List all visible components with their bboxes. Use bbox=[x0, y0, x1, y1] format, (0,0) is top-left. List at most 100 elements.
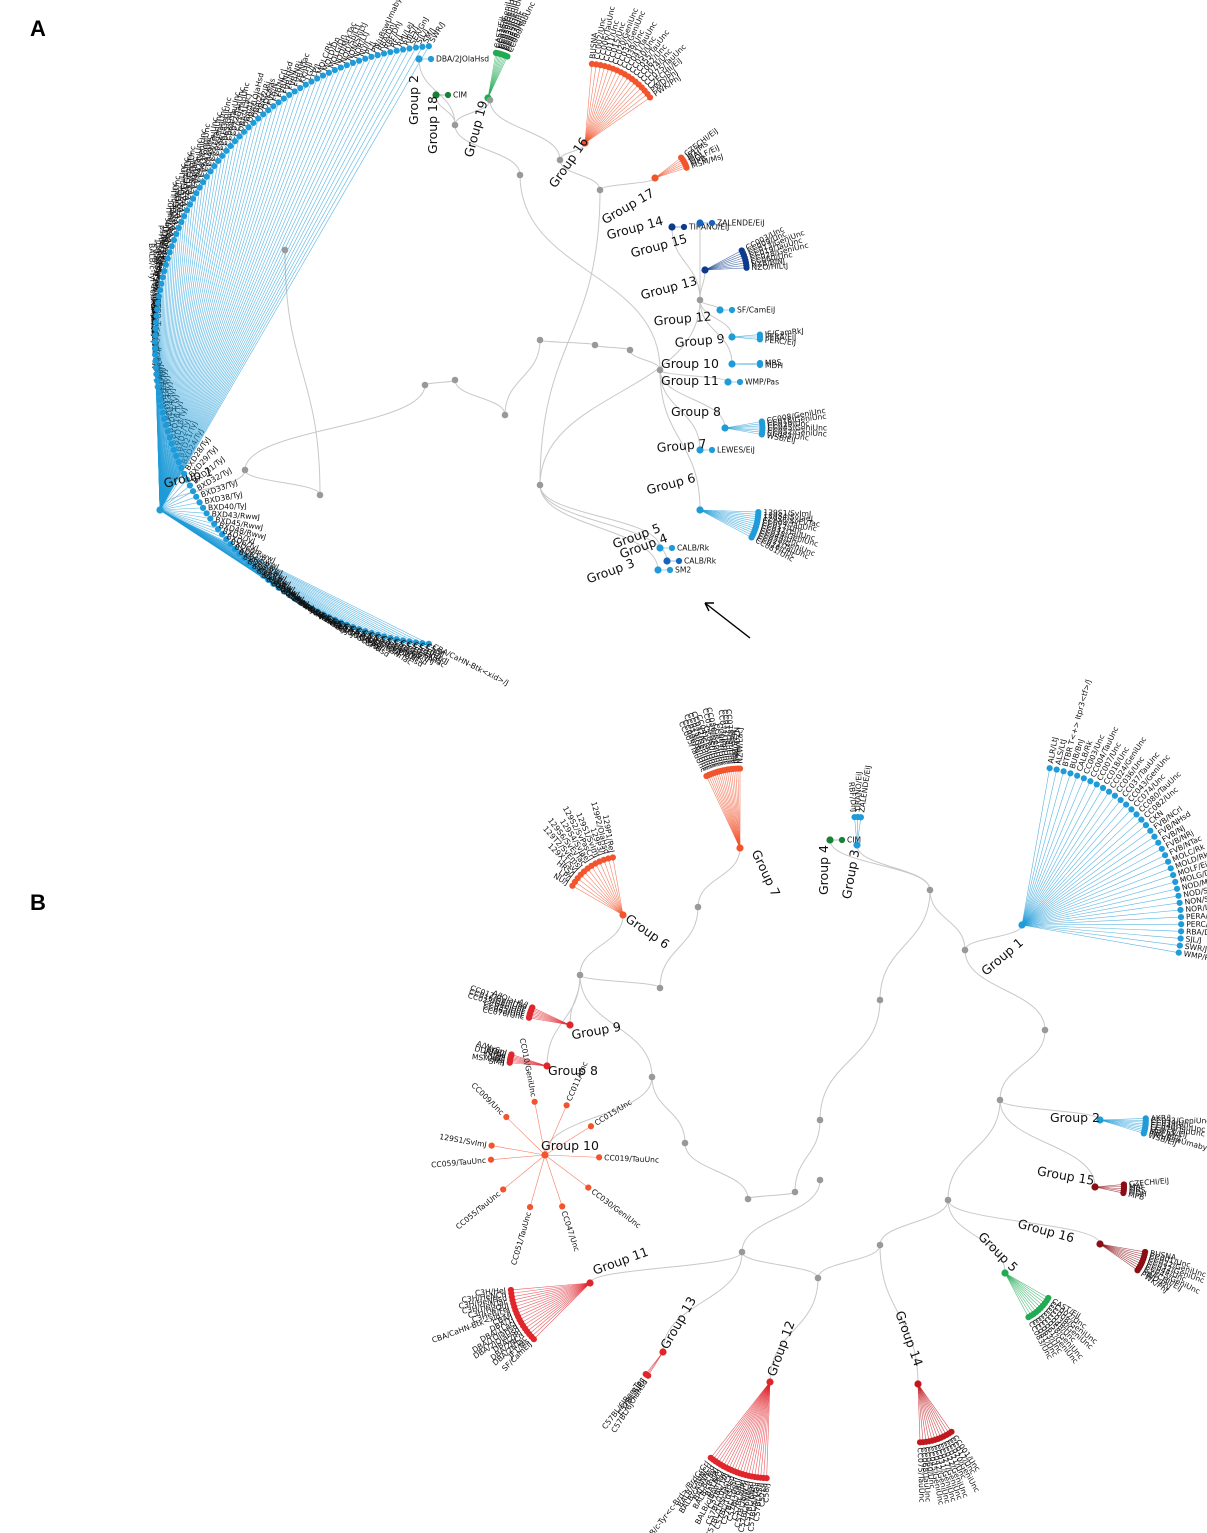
leaf-edge bbox=[599, 861, 624, 916]
leaf-node bbox=[380, 50, 388, 57]
tree-branch bbox=[699, 269, 706, 301]
leaf-node bbox=[240, 555, 248, 562]
leaf-edge bbox=[736, 1381, 771, 1473]
leaf-node bbox=[1099, 784, 1107, 792]
leaf-edge bbox=[1004, 1272, 1042, 1309]
leaf-edge bbox=[1021, 773, 1071, 926]
leaf-label: CC055/TauUnc bbox=[454, 1189, 502, 1231]
leaf-edge bbox=[699, 509, 758, 522]
leaf-edge bbox=[159, 58, 366, 511]
leaf-edge bbox=[584, 63, 593, 144]
tree-branch bbox=[579, 914, 624, 976]
group-node bbox=[736, 844, 744, 852]
leaf-node bbox=[756, 361, 764, 369]
leaf-edge bbox=[699, 509, 752, 538]
leaf-node bbox=[487, 1156, 495, 1163]
leaf-edge bbox=[517, 1282, 591, 1317]
leaf-edge bbox=[534, 1101, 546, 1156]
leaf-edge bbox=[1099, 1119, 1146, 1125]
tree-branch bbox=[829, 839, 931, 891]
tree-branch bbox=[544, 1076, 653, 1156]
leaf-edge bbox=[1099, 1119, 1145, 1132]
group-label: Group 4 bbox=[816, 845, 831, 895]
leaf-node bbox=[380, 633, 388, 640]
leaf-edge bbox=[717, 1381, 771, 1464]
leaf-edge bbox=[754, 1381, 771, 1478]
leaf-node bbox=[314, 75, 321, 82]
leaf-node bbox=[270, 580, 277, 587]
leaf-node bbox=[215, 525, 222, 533]
leaf-edge bbox=[159, 91, 295, 511]
leaf-edge bbox=[1021, 874, 1174, 926]
leaf-node bbox=[349, 59, 357, 66]
leaf-node bbox=[236, 133, 243, 140]
leaf-edge bbox=[1021, 795, 1116, 926]
leaf-edge bbox=[1021, 830, 1151, 926]
leaf-label: CC023/GeniUnc bbox=[177, 157, 190, 217]
leaf-edge bbox=[1004, 1272, 1032, 1316]
leaf-edge bbox=[917, 1383, 930, 1442]
leaf-label: CIM bbox=[453, 91, 467, 100]
leaf-label: A/J bbox=[517, 997, 530, 1009]
leaf-edge bbox=[159, 509, 211, 519]
leaf-edge bbox=[704, 262, 747, 271]
leaf-node bbox=[683, 164, 690, 171]
leaf-label: CC036/Unc bbox=[186, 157, 199, 200]
leaf-node bbox=[412, 44, 420, 51]
leaf-node bbox=[1074, 772, 1081, 779]
group-node bbox=[914, 1380, 922, 1388]
leaf-edge bbox=[519, 1282, 591, 1320]
group-label: Group 13 bbox=[639, 273, 699, 302]
tree-branch bbox=[697, 847, 741, 908]
leaf-label: CC001/Unc bbox=[162, 217, 172, 259]
leaf-node bbox=[154, 299, 162, 307]
tree-branch bbox=[947, 1199, 1101, 1245]
leaf-node bbox=[529, 1004, 536, 1011]
leaf-edge bbox=[1021, 854, 1166, 926]
leaf-label: BXD43/RwwJ bbox=[211, 509, 260, 521]
leaf-label: BXD12/TyJ bbox=[160, 375, 171, 414]
leaf-label: MSM/MsJ bbox=[471, 1052, 505, 1065]
leaf-edge bbox=[514, 1282, 591, 1308]
leaf-node bbox=[349, 624, 357, 631]
leaf-edge bbox=[159, 49, 404, 511]
leaf-edge bbox=[159, 54, 378, 511]
leaf-edge bbox=[159, 509, 245, 559]
leaf-node bbox=[193, 493, 200, 500]
group-node bbox=[716, 306, 724, 314]
tree-branch bbox=[662, 1251, 743, 1353]
leaf-label: C57BLKS/J bbox=[752, 1482, 765, 1522]
tree-branch bbox=[539, 484, 661, 549]
leaf-edge bbox=[1021, 848, 1162, 926]
leaf-edge bbox=[917, 1383, 947, 1436]
leaf-node bbox=[183, 476, 191, 483]
group-group-6: NU/JLP/JHRS/J129X1/SvJ129T2/SvEmsJ129S6/… bbox=[541, 801, 672, 952]
leaf-edge bbox=[704, 250, 742, 271]
leaf-edge bbox=[748, 1381, 771, 1476]
leaf-edge bbox=[1099, 1119, 1146, 1127]
leaf-node bbox=[1117, 796, 1124, 804]
leaf-node bbox=[223, 147, 230, 154]
leaf-edge bbox=[699, 509, 756, 529]
leaf-edge bbox=[159, 509, 207, 514]
leaf-edge bbox=[584, 66, 606, 144]
leaf-node bbox=[1177, 906, 1184, 914]
leaf-edge bbox=[159, 53, 385, 511]
leaf-edge bbox=[159, 98, 285, 511]
group-node bbox=[651, 174, 659, 182]
leaf-edge bbox=[522, 1282, 591, 1326]
internal-node bbox=[536, 481, 544, 489]
leaf-node bbox=[308, 605, 315, 612]
leaf-node bbox=[308, 78, 315, 85]
leaf-edge bbox=[1021, 819, 1142, 926]
leaf-edge bbox=[716, 772, 741, 849]
leaf-node bbox=[1151, 833, 1158, 840]
leaf-edge bbox=[854, 817, 858, 846]
leaf-node bbox=[1172, 878, 1179, 885]
tree-branch bbox=[699, 299, 733, 365]
group-node bbox=[659, 1348, 667, 1356]
leaf-edge bbox=[760, 1381, 771, 1478]
tree-branch bbox=[659, 369, 701, 451]
tree-branch bbox=[489, 99, 561, 161]
